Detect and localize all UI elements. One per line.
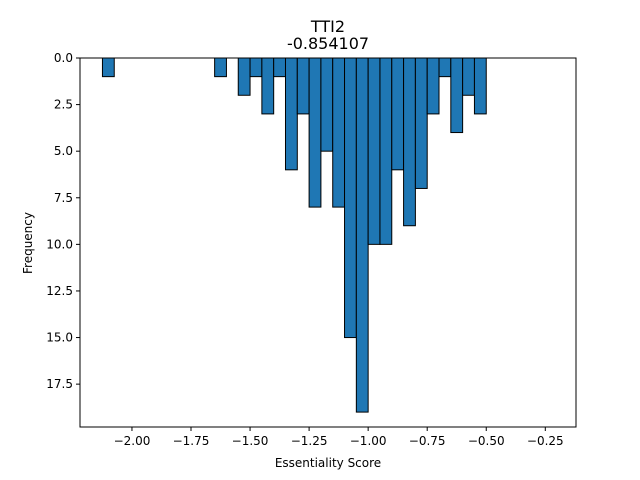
histogram-bar	[426, 57, 440, 115]
histogram-bar	[473, 57, 487, 115]
histogram-bar	[414, 57, 428, 189]
histogram-bar	[101, 57, 115, 78]
x-tick-label: −0.75	[409, 434, 446, 448]
histogram-bar	[450, 57, 464, 134]
histogram-bar	[284, 57, 298, 171]
x-tick-label: −1.25	[291, 434, 328, 448]
x-tick-label: −2.00	[114, 434, 151, 448]
x-tick-label: −1.50	[232, 434, 269, 448]
histogram-bar	[344, 57, 357, 339]
histogram-bar	[379, 57, 393, 245]
histogram-bar	[296, 57, 310, 115]
bars-group	[101, 57, 487, 413]
x-tick-label: −0.25	[527, 434, 564, 448]
histogram-bar	[391, 57, 405, 171]
histogram-bar	[403, 57, 416, 227]
histogram-bar	[355, 57, 369, 413]
x-axis-label: Essentiality Score	[275, 456, 381, 470]
chart-subtitle: -0.854107	[287, 34, 369, 53]
histogram-bar	[273, 57, 286, 78]
histogram-bar	[332, 57, 346, 208]
histogram-bar	[261, 57, 275, 115]
y-tick-label: 10.0	[46, 237, 73, 251]
histogram-bar	[462, 57, 475, 96]
histogram-bar	[249, 57, 263, 78]
x-axis-ticks: −2.00 −1.75 −1.50 −1.25 −1.00 −0.75 −0.50 −0.25	[114, 427, 564, 448]
histogram-bar	[237, 57, 251, 96]
histogram-bar	[367, 57, 381, 245]
y-tick-label: 15.0	[46, 331, 73, 345]
x-tick-label: −1.75	[173, 434, 210, 448]
x-tick-label: −1.00	[350, 434, 387, 448]
histogram-bar	[320, 57, 334, 152]
y-axis-label: Frequency	[21, 212, 35, 274]
chart-title: TTI2	[310, 17, 345, 36]
histogram-bar	[214, 57, 227, 78]
plot-frame	[79, 57, 577, 428]
x-tick-label: −0.50	[468, 434, 505, 448]
y-tick-label: 17.5	[46, 377, 73, 391]
y-tick-label: 5.0	[54, 144, 73, 158]
histogram-bar	[308, 57, 322, 208]
y-tick-label: 2.5	[54, 98, 73, 112]
y-axis-ticks: 0.0 2.5 5.0 7.5 10.0 12.5 15.0 17.5	[46, 51, 80, 391]
histogram-bar	[438, 57, 452, 78]
y-tick-label: 12.5	[46, 284, 73, 298]
y-tick-label: 7.5	[54, 191, 73, 205]
y-tick-label: 0.0	[54, 51, 73, 65]
